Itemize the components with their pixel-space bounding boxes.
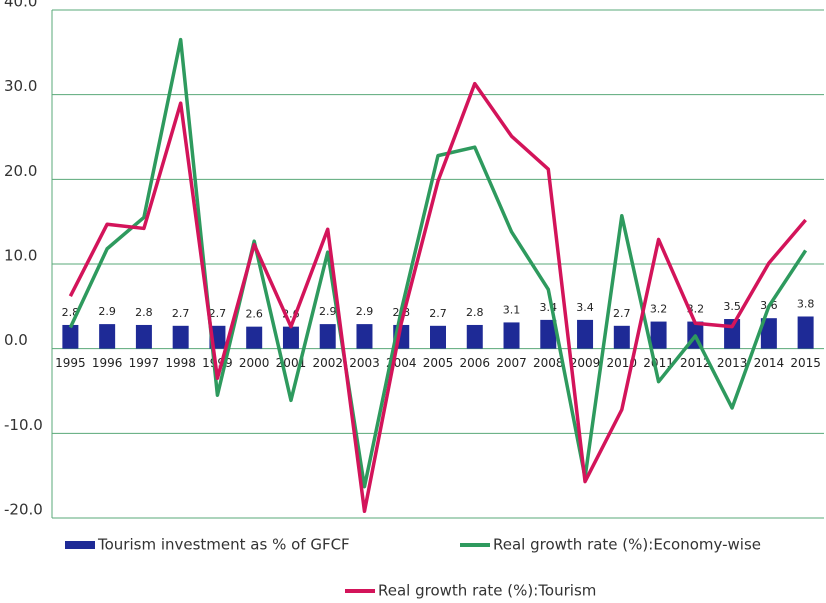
value-label: 2.7 [429,307,447,320]
legend-label: Tourism investment as % of GFCF [97,536,350,554]
value-label: 3.1 [503,303,521,316]
value-label: 3.2 [650,303,668,316]
legend-label: Real growth rate (%):Tourism [378,582,596,600]
value-label: 2.7 [172,307,190,320]
y-tick-label: 40.0 [4,0,37,11]
x-tick-label: 2011 [643,356,674,370]
line-series [68,81,807,513]
legend-label: Real growth rate (%):Economy-wise [493,536,761,554]
x-tick-label: 1995 [55,356,86,370]
y-tick-label: 0.0 [4,331,28,349]
value-label: 2.8 [466,306,484,319]
bar [797,316,814,349]
bar [246,326,263,349]
value-label: 2.9 [319,305,337,318]
bar [282,326,299,349]
bar [135,324,152,349]
x-tick-label: 2003 [349,356,380,370]
x-tick-label: 2007 [496,356,527,370]
value-label: 3.8 [797,297,815,310]
x-tick-label: 1998 [165,356,196,370]
bar [430,325,446,349]
bar [577,319,594,349]
value-label: 2.9 [98,305,116,318]
x-tick-label: 2013 [717,356,748,370]
value-label: 2.9 [356,305,374,318]
bar [503,322,520,349]
x-tick-label: 2014 [754,356,785,370]
bar [356,324,373,349]
x-tick-label: 2005 [423,356,454,370]
x-tick-label: 2008 [533,356,564,370]
value-label: 3.4 [576,301,594,314]
x-tick-label: 2000 [239,356,270,370]
value-label: 2.6 [245,308,263,321]
y-tick-label: -20.0 [4,501,43,519]
x-tick-label: 2015 [790,356,821,370]
y-tick-label: 20.0 [4,162,37,180]
value-label: 3.5 [723,300,741,313]
y-tick-label: -10.0 [4,416,43,434]
x-tick-label: 2009 [570,356,601,370]
y-tick-label: 10.0 [4,247,37,265]
bar [466,324,483,349]
x-tick-label: 1997 [129,356,160,370]
y-tick-label: 30.0 [4,77,37,95]
bar [613,325,630,349]
bar [650,321,667,349]
value-label: 2.7 [209,307,227,320]
bar [760,318,777,349]
line-series [68,37,808,489]
x-tick-label: 2012 [680,356,711,370]
bar [62,324,79,349]
x-tick-label: 1996 [92,356,123,370]
x-tick-label: 2006 [459,356,490,370]
bar [99,324,116,349]
legend-swatch [65,541,95,549]
value-label: 2.8 [135,306,153,319]
bar [172,325,189,349]
value-label: 2.7 [613,307,631,320]
bar [540,319,557,349]
x-tick-label: 2002 [312,356,343,370]
bar [319,324,336,349]
